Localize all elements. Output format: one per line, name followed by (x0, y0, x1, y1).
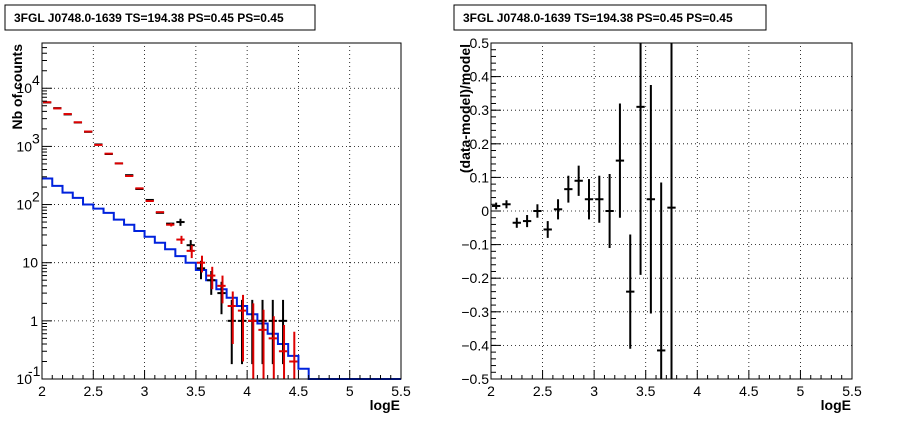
residual-point (605, 174, 614, 248)
left-y-tick-label: 1 (30, 313, 38, 329)
left-y-tick-label: 10 (16, 80, 32, 96)
right-x-tick-label: 2 (487, 383, 495, 399)
residual-point (646, 85, 656, 314)
right-y-tick-label: 0.5 (470, 35, 490, 51)
left-x-axis-title: logE (370, 397, 400, 413)
model-point (258, 309, 267, 379)
left-x-tick-label: 2.5 (84, 383, 104, 399)
model-point (186, 245, 195, 259)
left-y-tick-label: 10 (16, 138, 32, 154)
right-x-tick-label: 5 (797, 383, 805, 399)
left-y-tick-label: 10 (16, 197, 32, 213)
right-x-tick-label: 3.5 (636, 383, 656, 399)
left-y-tick-exponent: 3 (32, 130, 40, 146)
right-y-tick-label: −0.1 (461, 237, 489, 253)
left-plot-area (42, 101, 401, 380)
model-point (217, 275, 226, 304)
right-y-tick-label: −0.2 (461, 270, 489, 286)
left-x-tick-label: 2 (38, 383, 46, 399)
right-x-tick-label: 5.5 (842, 383, 862, 399)
model-point (248, 303, 257, 379)
left-x-tick-label: 5 (346, 383, 354, 399)
right-y-tick-label: 0.1 (470, 169, 490, 185)
model-point (196, 255, 206, 273)
residual-point (564, 175, 573, 203)
data-point (176, 218, 185, 226)
residual-point (574, 165, 583, 196)
right-title-box (453, 4, 767, 31)
right-axes: 2 2.5 3 3.5 4 4.5 5 5.5 −0.5 −0.4 −0.3 −0.2 −0.1 0 0.1… (461, 35, 862, 399)
residual-point (553, 199, 563, 220)
residual-point (595, 175, 604, 223)
residual-point (492, 202, 501, 210)
residual-point (502, 200, 511, 209)
residual-point (615, 103, 625, 218)
model-point (227, 291, 236, 344)
left-title: 3FGL J0748.0-1639 TS=194.38 PS=0.45 PS=0… (14, 11, 284, 25)
left-x-tick-label: 3 (141, 383, 149, 399)
model-point (166, 223, 175, 227)
right-x-tick-label: 4.5 (739, 383, 759, 399)
right-x-tick-label: 3 (590, 383, 598, 399)
left-title-box (4, 4, 316, 31)
right-y-tick-label: 0 (481, 203, 489, 219)
model-point (268, 316, 277, 379)
right-y-tick-label: −0.3 (461, 304, 489, 320)
right-x-tick-label: 4 (693, 383, 701, 399)
left-y-tick-exponent: -1 (28, 363, 41, 379)
model-point (278, 324, 288, 379)
right-y-tick-label: 0.2 (470, 136, 490, 152)
right-title: 3FGL J0748.0-1639 TS=194.38 PS=0.45 PS=0… (463, 11, 733, 25)
left-y-tick-exponent: 2 (32, 189, 40, 205)
residual-point (543, 221, 552, 238)
model-point (289, 331, 298, 379)
left-panel: 3FGL J0748.0-1639 TS=194.38 PS=0.45 PS=0… (4, 4, 411, 413)
right-y-tick-label: −0.5 (461, 371, 489, 387)
residual-point (533, 204, 542, 218)
left-x-tick-label: 3.5 (186, 383, 206, 399)
right-x-tick-label: 2.5 (533, 383, 553, 399)
left-grid (41, 43, 402, 380)
residual-point (522, 215, 532, 228)
right-plot-area (492, 43, 676, 379)
model-point (237, 294, 247, 362)
left-y-tick-label: 10 (16, 371, 32, 387)
right-x-axis-title: logE (821, 397, 851, 413)
right-y-tick-label: −0.4 (461, 337, 489, 353)
left-y-tick-exponent: 4 (32, 72, 40, 88)
model-point (207, 266, 216, 290)
right-panel: 3FGL J0748.0-1639 TS=194.38 PS=0.45 PS=0… (453, 4, 862, 413)
residual-point (512, 217, 521, 228)
left-x-tick-label: 4 (243, 383, 251, 399)
residual-point (657, 182, 666, 379)
right-y-tick-label: 0.4 (470, 69, 490, 85)
left-x-tick-label: 4.5 (289, 383, 309, 399)
right-y-tick-label: 0.3 (470, 102, 490, 118)
model-point (176, 235, 185, 244)
left-x-tick-label: 5.5 (391, 383, 411, 399)
left-y-tick-label: 10 (22, 255, 38, 271)
left-y-axis-title: Nb of counts (9, 44, 25, 130)
residual-point (626, 234, 635, 349)
right-y-axis-title: (data-model)/model (457, 44, 473, 173)
residual-point (584, 179, 594, 220)
residual-point (667, 43, 676, 379)
left-frame (41, 42, 402, 380)
residual-point (636, 43, 645, 275)
